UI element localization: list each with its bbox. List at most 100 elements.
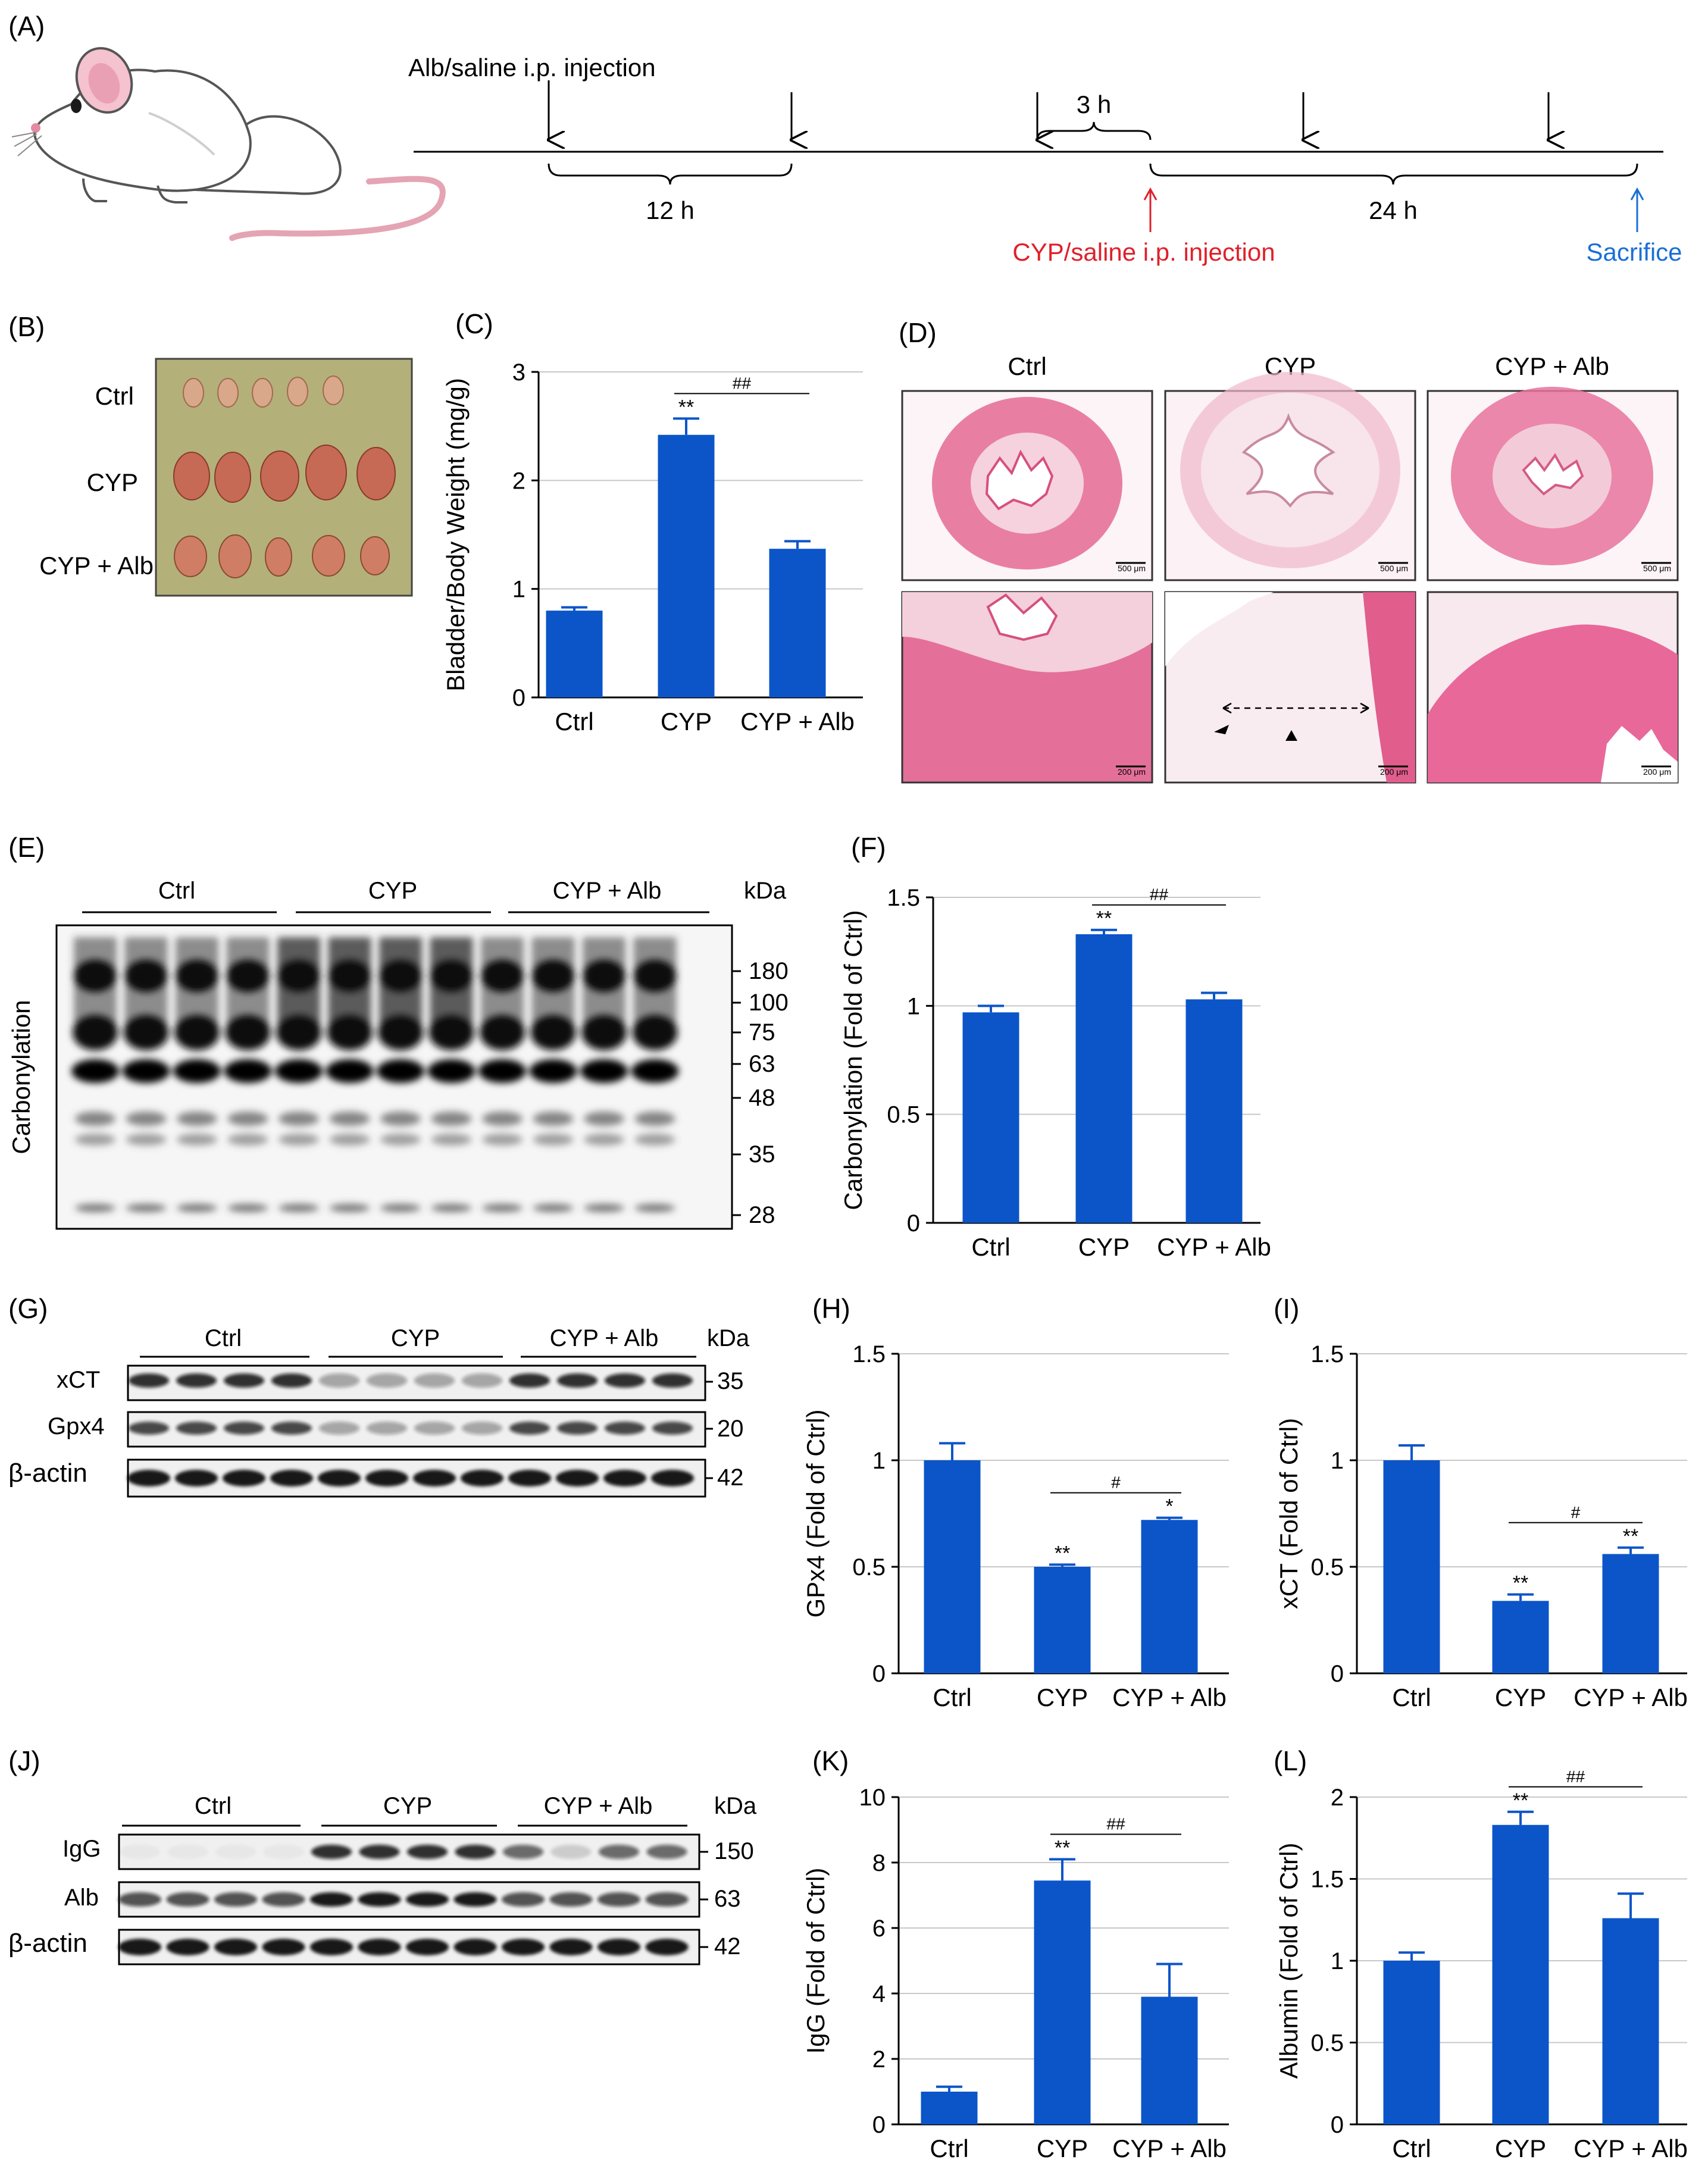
y-tick-label: 0 bbox=[872, 2112, 886, 2138]
band-gpx4 bbox=[652, 1422, 693, 1435]
y-tick-label: 1 bbox=[907, 993, 920, 1019]
band bbox=[380, 1204, 421, 1212]
band-actin bbox=[166, 1939, 209, 1955]
band bbox=[71, 1059, 119, 1083]
band bbox=[329, 1112, 370, 1126]
blot-g-row-xct: xCT bbox=[57, 1367, 100, 1393]
blot-e-markers: 180 100 75 63 48 35 28 bbox=[732, 958, 789, 1228]
comparison-label: ## bbox=[733, 374, 752, 392]
chart-k: (K) 0 2 4 6 8 10 IgG (Fold of Ctrl) Ctrl ** CYP CYP… bbox=[802, 1745, 1229, 2162]
blot-g-kda: kDa bbox=[707, 1325, 750, 1351]
blot-j-row-alb: Alb bbox=[64, 1885, 99, 1911]
band bbox=[632, 1015, 678, 1050]
panel-j-label: (J) bbox=[8, 1745, 40, 1776]
scale-200-a: 200 μm bbox=[1118, 767, 1146, 777]
y-tick-label: 1 bbox=[872, 1448, 886, 1474]
band-igg bbox=[646, 1845, 687, 1859]
y-tick-label: 1.5 bbox=[887, 885, 920, 911]
band-actin bbox=[549, 1939, 593, 1955]
blot-j-row-igg: IgG bbox=[62, 1836, 101, 1862]
band-xct bbox=[652, 1373, 693, 1388]
band-gpx4 bbox=[414, 1422, 455, 1435]
y-tick-label: 3 bbox=[512, 359, 525, 386]
band bbox=[482, 1134, 523, 1145]
band-gpx4 bbox=[176, 1422, 217, 1435]
chart-f: (F) 0 0.5 1 1.5 Carbonylation (Fold of Ctrl) C… bbox=[839, 832, 1271, 1261]
bar-1 bbox=[1075, 934, 1133, 1223]
band bbox=[173, 1059, 221, 1083]
significance-star: * bbox=[1165, 1495, 1173, 1518]
band bbox=[123, 1015, 169, 1050]
comparison-label: # bbox=[1111, 1473, 1121, 1492]
band-actin bbox=[508, 1470, 551, 1486]
band bbox=[176, 959, 218, 993]
blot-j-bands bbox=[118, 1845, 689, 1955]
panel-a: (A) Alb/saline i.p. injection bbox=[8, 11, 1682, 266]
blot-j-row-actin: β-actin bbox=[8, 1929, 87, 1958]
y-axis-label: Carbonylation (Fold of Ctrl) bbox=[839, 910, 867, 1210]
band-gpx4 bbox=[224, 1422, 264, 1435]
panel-d-label: (D) bbox=[899, 317, 937, 348]
bladders-cyp-alb bbox=[174, 534, 390, 578]
band-actin bbox=[365, 1470, 408, 1486]
band bbox=[227, 1204, 268, 1212]
band-alb bbox=[262, 1892, 305, 1907]
band-igg bbox=[120, 1845, 160, 1859]
blot-g-row-gpx4: Gpx4 bbox=[48, 1413, 105, 1439]
histo-ctrl-500: 500 μm bbox=[901, 390, 1153, 581]
x-tick-label: Ctrl bbox=[555, 708, 593, 735]
band bbox=[275, 1059, 323, 1083]
blot-g-bands bbox=[127, 1373, 694, 1486]
band bbox=[224, 1059, 272, 1083]
band bbox=[75, 1134, 115, 1145]
band bbox=[226, 959, 270, 993]
panel-label-h: (H) bbox=[812, 1293, 850, 1324]
marker-75: 75 bbox=[749, 1019, 775, 1046]
band bbox=[478, 1059, 526, 1083]
band-alb bbox=[358, 1892, 401, 1907]
bar-2 bbox=[1602, 1554, 1659, 1673]
histo-cyp-500: 500 μm bbox=[1164, 372, 1416, 581]
band bbox=[377, 1059, 424, 1083]
y-tick-label: 0.5 bbox=[1310, 2030, 1344, 2057]
chart-c: (C) 0 1 2 3 Bladder/Body Weight (mg/g) Ctrl ** C… bbox=[442, 308, 863, 735]
y-tick-label: 1.5 bbox=[1310, 1867, 1344, 1893]
blot-e-group-cyp-alb: CYP + Alb bbox=[553, 878, 662, 904]
x-tick-label: CYP bbox=[1495, 2134, 1546, 2162]
bar-1 bbox=[1034, 1567, 1091, 1673]
band bbox=[277, 959, 320, 993]
band bbox=[430, 959, 473, 993]
band bbox=[631, 1059, 679, 1083]
alb-arrows bbox=[549, 80, 1549, 140]
y-tick-label: 1.5 bbox=[1310, 1341, 1344, 1367]
band-igg bbox=[550, 1845, 592, 1859]
band bbox=[227, 1134, 268, 1145]
band-actin bbox=[175, 1470, 218, 1486]
band bbox=[326, 1059, 374, 1083]
band bbox=[225, 1015, 271, 1050]
band-igg bbox=[167, 1845, 208, 1859]
band bbox=[530, 1015, 576, 1050]
band bbox=[122, 1059, 170, 1083]
blot-e-kda: kDa bbox=[744, 878, 787, 904]
band-gpx4 bbox=[462, 1422, 502, 1435]
band-gpx4 bbox=[367, 1422, 407, 1435]
band bbox=[177, 1204, 217, 1212]
panel-j: (J) Ctrl CYP CYP + Alb kDa IgG Alb β-act… bbox=[8, 1745, 757, 1965]
band-xct bbox=[367, 1373, 407, 1388]
band-alb bbox=[502, 1892, 545, 1907]
band-actin bbox=[318, 1470, 361, 1486]
significance-star: ** bbox=[1513, 1572, 1528, 1595]
bar-1 bbox=[1492, 1824, 1549, 2124]
y-tick-label: 1 bbox=[512, 577, 525, 603]
band-alb bbox=[406, 1892, 449, 1907]
panel-e: (E) Ctrl CYP CYP + Alb kDa Carbonylation… bbox=[7, 832, 789, 1230]
cyp-injection-arrow bbox=[1143, 187, 1158, 232]
y-tick-label: 1.5 bbox=[852, 1341, 886, 1367]
band-igg bbox=[455, 1845, 496, 1859]
marker-35: 35 bbox=[749, 1141, 775, 1168]
blot-g-group-cyp: CYP bbox=[391, 1325, 440, 1351]
y-tick-label: 1 bbox=[1331, 1948, 1344, 1974]
band-actin bbox=[214, 1939, 257, 1955]
blot-g-group-cyp-alb: CYP + Alb bbox=[550, 1325, 659, 1351]
